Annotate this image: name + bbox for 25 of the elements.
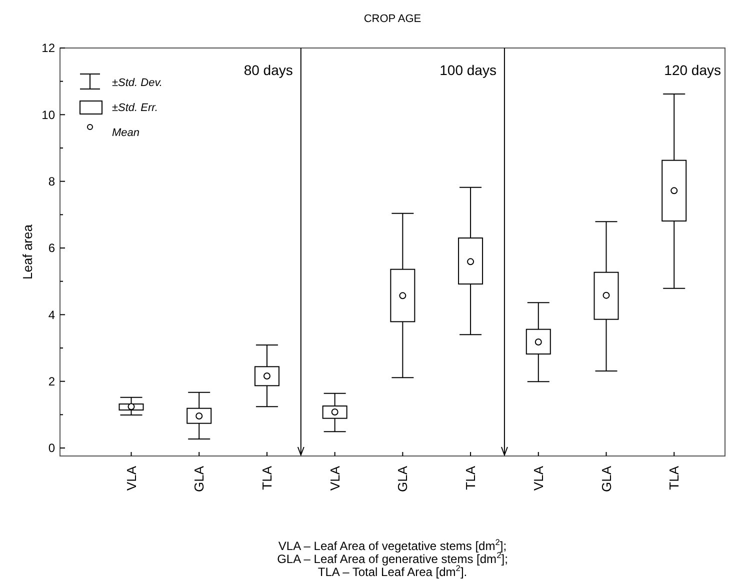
chart-title: CROP AGE: [364, 13, 422, 25]
annotation: ±Std. Err.: [112, 102, 158, 114]
y-tick-label: 12: [42, 41, 56, 56]
x-tick-label: TLA: [463, 466, 478, 490]
y-tick-label: 6: [48, 241, 56, 256]
x-tick-label: TLA: [260, 466, 275, 490]
annotation: ±Std. Dev.: [112, 76, 162, 89]
x-tick-label: GLA: [192, 466, 207, 492]
x-tick-label: VLA: [530, 466, 546, 491]
y-tick-label: 4: [48, 308, 56, 322]
x-tick-label: GLA: [395, 466, 410, 492]
annotation: Mean: [112, 126, 140, 139]
annotation: 120 days: [664, 62, 721, 78]
y-tick-label: 0: [48, 441, 56, 456]
x-tick-label: TLA: [666, 466, 682, 490]
x-tick-label: GLA: [598, 466, 614, 492]
x-tick-label: VLA: [124, 466, 139, 491]
annotation: 80 days: [244, 62, 293, 78]
y-tick-label: 10: [42, 108, 56, 122]
y-axis-title: Leaf area: [20, 224, 35, 280]
y-tick-label: 8: [48, 174, 56, 189]
y-tick-label: 2: [48, 374, 56, 389]
text: VLA – Leaf Area of vegetative stems [dm$^{2}$];: [278, 537, 507, 553]
annotation: 100 days: [440, 62, 496, 78]
x-tick-label: VLA: [327, 466, 342, 491]
